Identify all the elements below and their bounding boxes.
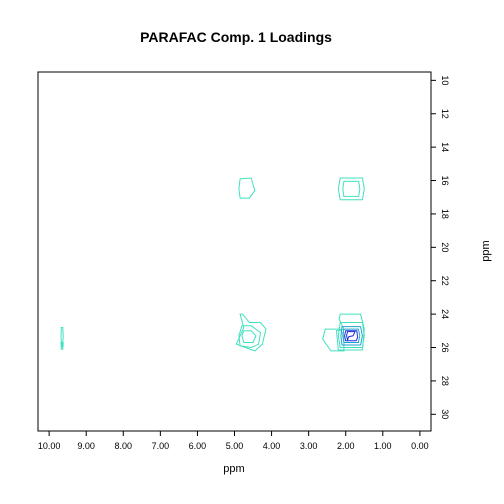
- x-axis-label: ppm: [223, 463, 244, 475]
- x-tick-label: 3.00: [300, 441, 318, 451]
- y-tick-label: 20: [440, 242, 450, 252]
- contour-line: [337, 177, 365, 201]
- x-tick-label: 2.00: [337, 441, 355, 451]
- plot-frame: [37, 71, 432, 432]
- chart-title: PARAFAC Comp. 1 Loadings: [140, 29, 332, 45]
- contour-line: [342, 180, 361, 197]
- x-tick-label: 8.00: [115, 441, 133, 451]
- contour-line: [238, 177, 256, 199]
- contour-lines: [60, 177, 365, 352]
- x-tick-label: 0.00: [411, 441, 429, 451]
- x-tick-label: 4.00: [263, 441, 281, 451]
- x-tick-label: 6.00: [189, 441, 207, 451]
- contour-line: [235, 313, 267, 352]
- y-tick-label: 30: [440, 409, 450, 419]
- y-tick-label: 24: [440, 309, 450, 319]
- contour-line: [238, 325, 262, 349]
- contour-line: [344, 330, 359, 342]
- contour-line: [342, 328, 361, 343]
- x-tick-label: 5.00: [226, 441, 244, 451]
- x-tick-label: 1.00: [374, 441, 392, 451]
- contour-line: [322, 328, 345, 352]
- y-tick-label: 22: [440, 276, 450, 286]
- contour-line: [60, 342, 64, 350]
- contour-line: [337, 322, 365, 348]
- y-tick-label: 16: [440, 176, 450, 186]
- contour-line: [340, 326, 363, 346]
- y-tick-label: 12: [440, 109, 450, 119]
- y-tick-label: 26: [440, 343, 450, 353]
- y-axis: 10 12 14 16 18 20 22 24 26 28 30: [431, 75, 450, 419]
- y-tick-label: 28: [440, 376, 450, 386]
- y-tick-label: 10: [440, 75, 450, 85]
- contour-line: [241, 330, 257, 343]
- contour-line: [345, 331, 356, 342]
- x-axis: 10.00 9.00 8.00 7.00 6.00 5.00 4.00 3.00 2.00 1.0…: [38, 431, 429, 451]
- x-tick-label: 7.00: [152, 441, 170, 451]
- y-tick-label: 18: [440, 209, 450, 219]
- y-tick-label: 14: [440, 142, 450, 152]
- y-axis-label: ppm: [480, 240, 492, 261]
- x-tick-label: 9.00: [77, 441, 95, 451]
- x-tick-label: 10.00: [38, 441, 61, 451]
